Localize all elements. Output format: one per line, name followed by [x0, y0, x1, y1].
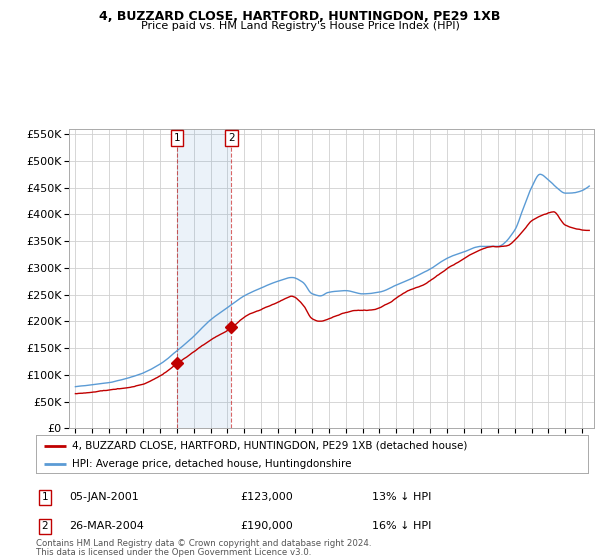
- Text: 16% ↓ HPI: 16% ↓ HPI: [372, 521, 431, 531]
- Text: Contains HM Land Registry data © Crown copyright and database right 2024.: Contains HM Land Registry data © Crown c…: [36, 539, 371, 548]
- Text: 4, BUZZARD CLOSE, HARTFORD, HUNTINGDON, PE29 1XB: 4, BUZZARD CLOSE, HARTFORD, HUNTINGDON, …: [100, 10, 500, 22]
- Text: 1: 1: [41, 492, 49, 502]
- Text: 2: 2: [41, 521, 49, 531]
- Text: 2: 2: [228, 133, 235, 143]
- Text: £190,000: £190,000: [240, 521, 293, 531]
- Text: 05-JAN-2001: 05-JAN-2001: [69, 492, 139, 502]
- Bar: [177, 129, 232, 428]
- Text: 26-MAR-2004: 26-MAR-2004: [69, 521, 144, 531]
- Text: 4, BUZZARD CLOSE, HARTFORD, HUNTINGDON, PE29 1XB (detached house): 4, BUZZARD CLOSE, HARTFORD, HUNTINGDON, …: [72, 441, 467, 451]
- Text: £123,000: £123,000: [240, 492, 293, 502]
- Text: 1: 1: [173, 133, 180, 143]
- Text: This data is licensed under the Open Government Licence v3.0.: This data is licensed under the Open Gov…: [36, 548, 311, 557]
- Text: 13% ↓ HPI: 13% ↓ HPI: [372, 492, 431, 502]
- Text: HPI: Average price, detached house, Huntingdonshire: HPI: Average price, detached house, Hunt…: [72, 459, 352, 469]
- Text: Price paid vs. HM Land Registry's House Price Index (HPI): Price paid vs. HM Land Registry's House …: [140, 21, 460, 31]
